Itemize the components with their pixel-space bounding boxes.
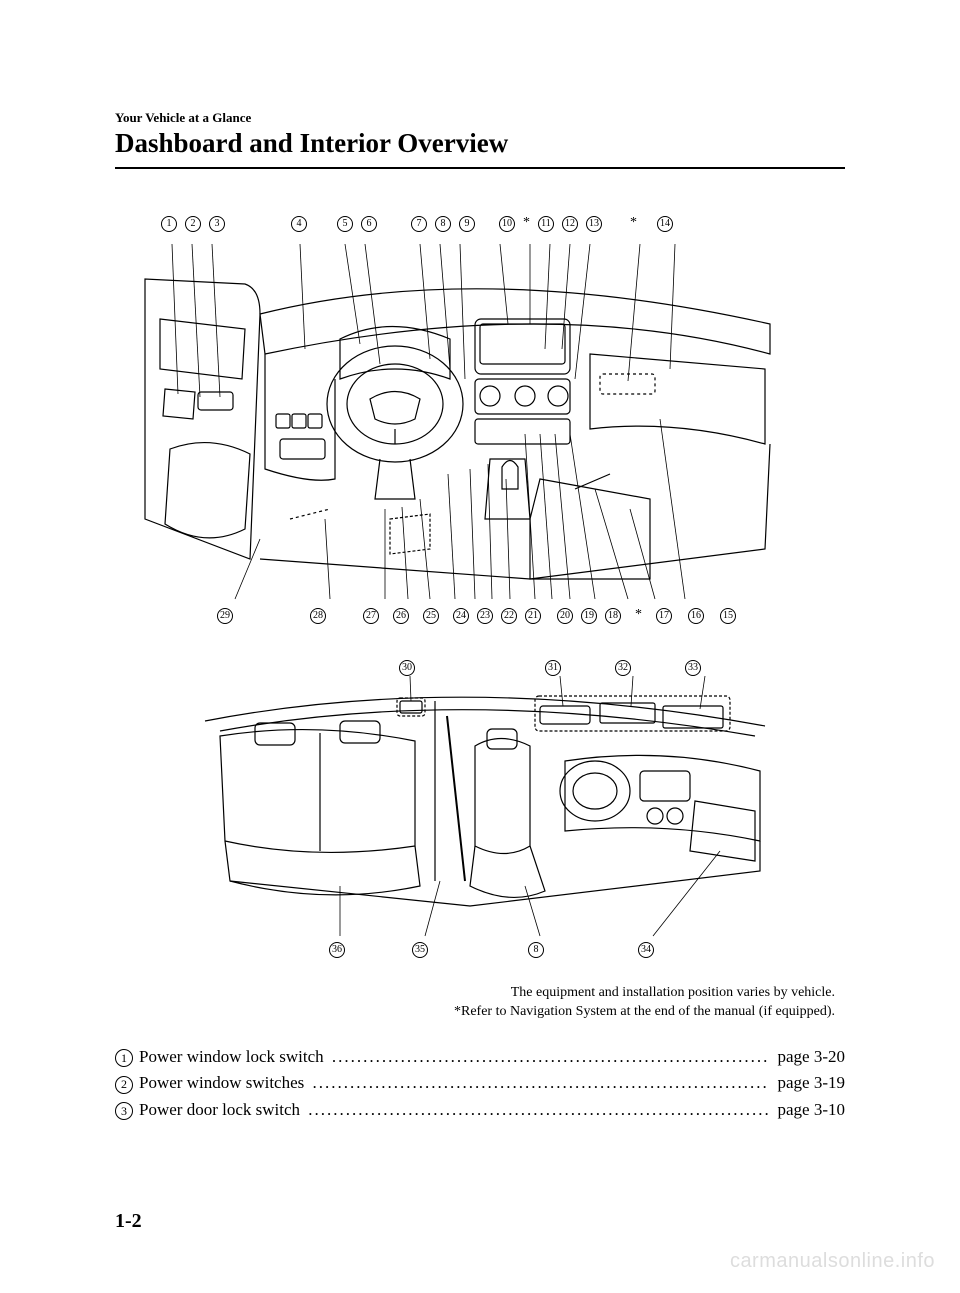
callout-12: 12: [562, 216, 578, 232]
callout-25: 25: [423, 608, 439, 624]
toc-page-3: page 3-10: [777, 1100, 845, 1120]
callout-star-2: *: [630, 215, 637, 231]
toc-label-1: Power window lock switch: [139, 1047, 324, 1067]
callout-21: 21: [525, 608, 541, 624]
callout-1: 1: [161, 216, 177, 232]
callout-7: 7: [411, 216, 427, 232]
watermark: carmanualsonline.info: [730, 1250, 935, 1273]
section-label: Your Vehicle at a Glance: [115, 110, 845, 126]
callout-34: 34: [638, 942, 654, 958]
caption-line-2: *Refer to Navigation System at the end o…: [454, 1004, 835, 1019]
toc-label-3: Power door lock switch: [139, 1100, 300, 1120]
callout-star-1: *: [523, 215, 530, 231]
callout-22: 22: [501, 608, 517, 624]
toc-row-2: 2 Power window switches page 3-19: [115, 1073, 845, 1094]
toc-num-3: 3: [115, 1102, 133, 1120]
bottom-callout-row: 36 35 8 34: [327, 939, 707, 958]
title-rule: [115, 167, 845, 169]
callout-19: 19: [581, 608, 597, 624]
caption-line-1: The equipment and installation position …: [511, 985, 835, 1000]
figure-caption: The equipment and installation position …: [115, 984, 845, 1022]
toc-dots: [332, 1047, 769, 1067]
callout-16: 16: [688, 608, 704, 624]
callout-18: 18: [605, 608, 621, 624]
toc-row-1: 1 Power window lock switch page 3-20: [115, 1047, 845, 1068]
callout-4: 4: [291, 216, 307, 232]
mid-callout-row: 29 28 27 26 25 24 23 22 21 20 19 18 * 17…: [215, 605, 795, 624]
toc-label-2: Power window switches: [139, 1073, 304, 1093]
toc-page-1: page 3-20: [777, 1047, 845, 1067]
callout-9: 9: [459, 216, 475, 232]
callout-6: 6: [361, 216, 377, 232]
callout-3: 3: [209, 216, 225, 232]
callout-15: 15: [720, 608, 736, 624]
callout-20: 20: [557, 608, 573, 624]
page-title: Dashboard and Interior Overview: [115, 128, 845, 159]
callout-24: 24: [453, 608, 469, 624]
callout-31: 31: [545, 660, 561, 676]
callout-36: 36: [329, 942, 345, 958]
callout-26: 26: [393, 608, 409, 624]
callout-5: 5: [337, 216, 353, 232]
page-number: 1-2: [115, 1210, 142, 1233]
toc-dots: [308, 1100, 769, 1120]
callout-10: 10: [499, 216, 515, 232]
upper2-callout-row: 30 31 32 33: [397, 657, 757, 676]
callout-33: 33: [685, 660, 701, 676]
callout-2: 2: [185, 216, 201, 232]
callout-11: 11: [538, 216, 554, 232]
figure-area: 1 2 3 4 5 6 7 8 9 10 * 11 12 13 * 14 29: [115, 209, 845, 969]
callout-29: 29: [217, 608, 233, 624]
callout-17: 17: [656, 608, 672, 624]
toc-page-2: page 3-19: [777, 1073, 845, 1093]
toc-dots: [313, 1073, 770, 1093]
toc-row-3: 3 Power door lock switch page 3-10: [115, 1100, 845, 1121]
callout-13: 13: [586, 216, 602, 232]
top-callout-row: 1 2 3 4 5 6 7 8 9 10 * 11 12 13 * 14: [159, 213, 749, 232]
callout-8b: 8: [528, 942, 544, 958]
callout-star-3: *: [635, 607, 642, 623]
callout-30: 30: [399, 660, 415, 676]
dashboard-diagram: [130, 219, 830, 619]
toc-num-1: 1: [115, 1049, 133, 1067]
interior-diagram: [165, 651, 805, 951]
callout-23: 23: [477, 608, 493, 624]
callout-35: 35: [412, 942, 428, 958]
callout-27: 27: [363, 608, 379, 624]
callout-14: 14: [657, 216, 673, 232]
callout-32: 32: [615, 660, 631, 676]
toc-num-2: 2: [115, 1076, 133, 1094]
callout-8: 8: [435, 216, 451, 232]
callout-28: 28: [310, 608, 326, 624]
